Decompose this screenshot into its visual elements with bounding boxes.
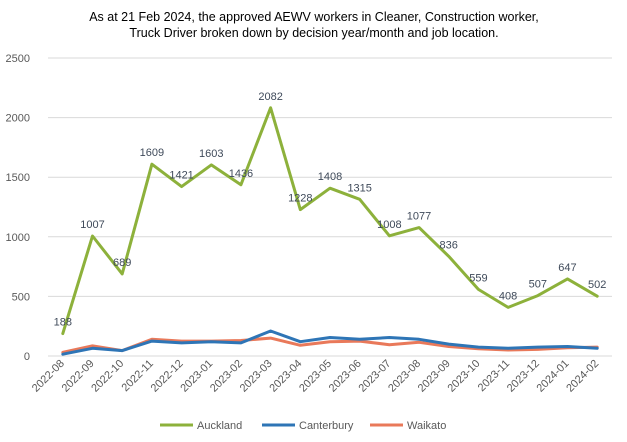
legend-item-canterbury: Canterbury [262,420,354,432]
chart-title-line-1: As at 21 Feb 2024, the approved AEWV wor… [89,10,539,24]
chart-title-line-2: Truck Driver broken down by decision yea… [129,26,498,40]
data-label: 408 [499,290,517,302]
legend-label: Waikato [407,420,446,432]
data-label: 1408 [318,171,342,183]
data-label: 1421 [169,170,193,182]
data-label: 836 [440,239,458,251]
series-line-auckland [61,106,599,336]
data-label: 689 [113,257,131,269]
series-lines [61,106,599,356]
data-label: 1228 [288,193,312,205]
data-label: 188 [54,317,72,329]
data-label: 2082 [258,91,282,103]
legend-item-auckland: Auckland [160,420,242,432]
data-label: 1609 [140,147,164,159]
y-tick-label: 0 [24,351,30,363]
data-label: 502 [588,279,606,291]
y-axis-ticks: 0 500 1000 1500 2000 2500 [6,53,30,363]
x-axis-ticks: 2022-082022-092022-102022-112022-122023-… [30,358,601,395]
data-label: 1077 [407,211,431,223]
gridlines [48,57,612,357]
data-label: 559 [469,272,487,284]
legend: Auckland Canterbury Waikato [160,420,446,432]
data-label: 1436 [229,168,253,180]
data-label: 647 [558,262,576,274]
data-label: 1007 [80,219,104,231]
legend-label: Canterbury [299,420,354,432]
x-tick-label: 2022-10 [89,358,126,395]
y-tick-label: 1000 [6,232,30,244]
x-tick-label: 2023-10 [446,358,483,395]
data-label: 1008 [377,219,401,231]
legend-item-waikato: Waikato [370,420,446,432]
y-tick-label: 500 [12,291,30,303]
data-label: 1603 [199,148,223,160]
data-label: 507 [529,279,547,291]
series-line-canterbury [61,329,599,356]
y-tick-label: 2000 [6,113,30,125]
y-tick-label: 1500 [6,172,30,184]
data-label: 1315 [347,182,371,194]
y-tick-label: 2500 [6,53,30,65]
legend-label: Auckland [197,420,242,432]
data-labels: 188 1007 689 1609 1421 1603 1436 2082 1228 1408 13… [54,91,607,329]
x-tick-label: 2024-02 [564,358,601,395]
series-line-waikato [61,336,599,354]
